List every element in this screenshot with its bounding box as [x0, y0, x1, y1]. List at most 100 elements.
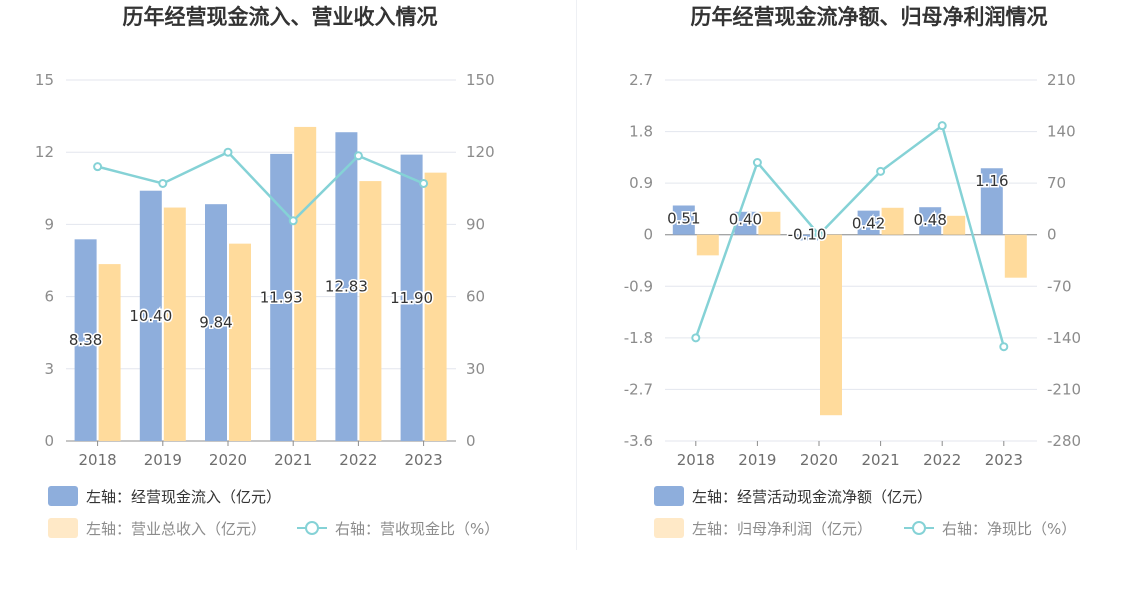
- x-tick-label: 2020: [209, 451, 247, 469]
- line-point-2018: [691, 333, 701, 343]
- bar-2022-series-2: [943, 215, 966, 235]
- line-point-2023: [419, 178, 429, 188]
- legend-swatch-series-2: [654, 518, 684, 538]
- bar-2019-series-2: [758, 211, 781, 235]
- data-label-2021: 11.93: [260, 288, 303, 306]
- y-left-tick-label: -2.7: [624, 380, 653, 398]
- legend-label-series-2: 左轴：营业总收入（亿元）: [86, 520, 266, 538]
- bar-2019-series-1: [734, 211, 757, 235]
- line-series-3: [694, 123, 1006, 348]
- y-right-tick-label: 0: [466, 432, 476, 450]
- legend-label-series-1: 左轴：经营活动现金流净额（亿元）: [692, 488, 932, 506]
- bar-2020-series-2: [229, 243, 251, 441]
- legend-label-series-3: 右轴：净现比（%）: [942, 520, 1076, 538]
- line-series-3: [97, 150, 425, 223]
- y-left-tick-label: 2.7: [629, 71, 653, 89]
- x-tick-label: 2018: [79, 451, 117, 469]
- legend-swatch-series-1: [654, 486, 684, 506]
- y-left-tick-label: 0: [643, 226, 653, 244]
- y-left-tick-label: 3: [44, 360, 54, 378]
- data-label-2019: 10.40: [129, 307, 172, 325]
- y-left-tick-label: 12: [35, 143, 54, 161]
- bar-2019-series-2: [163, 207, 186, 441]
- x-tick-label: 2023: [985, 451, 1023, 469]
- bar-2021-series-2: [294, 126, 317, 442]
- chart-panel-right: 历年经营现金流净额、归母净利润情况 -3.6 -280 -2.7 -210 -1.8 -14…: [577, 0, 1148, 589]
- legend-swatch-series-2: [48, 518, 78, 538]
- bar-2020-series-1: [205, 204, 227, 441]
- chart-panel-left: 历年经营现金流入、营业收入情况 0 0 3 30 6 60 9 90 12 120 15 150 2018…: [35, 5, 499, 538]
- y-left-tick-label: 9: [44, 215, 54, 233]
- line-point-2021: [288, 216, 298, 226]
- y-right-tick-label: 70: [1047, 174, 1066, 192]
- y-right-tick-label: 140: [1047, 123, 1076, 141]
- legend-label-series-2: 左轴：归母净利润（亿元）: [692, 520, 872, 538]
- y-right-tick-label: 90: [466, 215, 485, 233]
- bar-2019-series-1: [139, 190, 162, 441]
- y-right-tick-label: 0: [1047, 226, 1057, 244]
- y-right-tick-label: 60: [466, 288, 485, 306]
- bar-2021-series-1: [270, 153, 293, 441]
- data-label-2023: 1.16: [975, 172, 1008, 190]
- bar-2020-series-2: [820, 234, 842, 416]
- x-tick-label: 2022: [339, 451, 377, 469]
- bar-2022-series-1: [919, 207, 942, 235]
- line-point-2020: [223, 147, 233, 157]
- panel-divider: [576, 0, 577, 550]
- data-label-2019: 0.40: [729, 211, 762, 229]
- y-right-tick-label: 120: [466, 143, 495, 161]
- line-point-2023: [999, 342, 1009, 352]
- line-point-2019: [158, 178, 168, 188]
- y-right-tick-label: -70: [1047, 277, 1072, 295]
- bar-2023-series-1: [400, 154, 423, 441]
- bar-2022-series-1: [335, 132, 358, 441]
- y-left-tick-label: -0.9: [624, 277, 653, 295]
- line-point-2019: [752, 158, 762, 168]
- bar-2021-series-2: [881, 207, 904, 235]
- data-label-2020: 9.84: [199, 314, 232, 332]
- chart-title: 历年经营现金流入、营业收入情况: [123, 5, 438, 29]
- chart-right: 历年经营现金流净额、归母净利润情况 -3.6 -280 -2.7 -210 -1.8 -14…: [624, 5, 1081, 538]
- x-tick-label: 2020: [800, 451, 838, 469]
- y-right-tick-label: -280: [1047, 432, 1081, 450]
- bar-2018-series-1: [74, 239, 97, 441]
- bar-2023-series-2: [424, 172, 447, 441]
- line-point-2022: [353, 151, 363, 161]
- x-tick-label: 2021: [862, 451, 900, 469]
- y-left-tick-label: -1.8: [624, 329, 653, 347]
- y-left-tick-label: 0: [44, 432, 54, 450]
- chart-left: 历年经营现金流入、营业收入情况 0 0 3 30 6 60 9 90 12 120 15 150 2018…: [35, 5, 499, 538]
- y-right-tick-label: -210: [1047, 380, 1081, 398]
- legend-label-series-3: 右轴：营收现金比（%）: [335, 520, 499, 538]
- bar-2021-series-1: [857, 210, 880, 235]
- x-tick-label: 2018: [677, 451, 715, 469]
- line-point-2021: [876, 166, 886, 176]
- bar-2018-series-2: [696, 234, 719, 256]
- bar-2023-series-2: [1004, 234, 1027, 278]
- y-left-tick-label: 0.9: [629, 174, 653, 192]
- y-right-tick-label: 210: [1047, 71, 1076, 89]
- data-label-2022: 12.83: [325, 278, 368, 296]
- x-tick-label: 2019: [738, 451, 776, 469]
- line-point-2022: [937, 121, 947, 131]
- data-label-2020: -0.10: [788, 226, 827, 244]
- y-left-tick-label: 15: [35, 71, 54, 89]
- y-right-tick-label: 30: [466, 360, 485, 378]
- data-label-2018: 8.38: [69, 331, 102, 349]
- y-left-tick-label: -3.6: [624, 432, 653, 450]
- legend-swatch-series-1: [48, 486, 78, 506]
- x-tick-label: 2023: [405, 451, 443, 469]
- chart-title: 历年经营现金流净额、归母净利润情况: [691, 5, 1048, 29]
- legend-marker-series-3: [305, 521, 319, 535]
- y-left-tick-label: 1.8: [629, 123, 653, 141]
- legend-label-series-1: 左轴：经营现金流入（亿元）: [86, 488, 281, 506]
- y-right-tick-label: 150: [466, 71, 495, 89]
- bar-2018-series-2: [98, 264, 121, 441]
- bar-2020-series-1: [796, 234, 818, 241]
- data-label-2023: 11.90: [390, 289, 433, 307]
- y-right-tick-label: -140: [1047, 329, 1081, 347]
- bar-2018-series-1: [672, 205, 695, 235]
- line-point-2018: [93, 162, 103, 172]
- y-left-tick-label: 6: [44, 288, 54, 306]
- x-tick-label: 2019: [144, 451, 182, 469]
